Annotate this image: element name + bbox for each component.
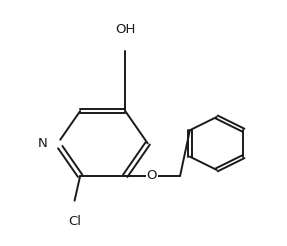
Text: O: O: [147, 169, 157, 182]
Text: N: N: [38, 137, 48, 150]
Text: OH: OH: [115, 23, 135, 36]
Text: Cl: Cl: [68, 215, 81, 228]
